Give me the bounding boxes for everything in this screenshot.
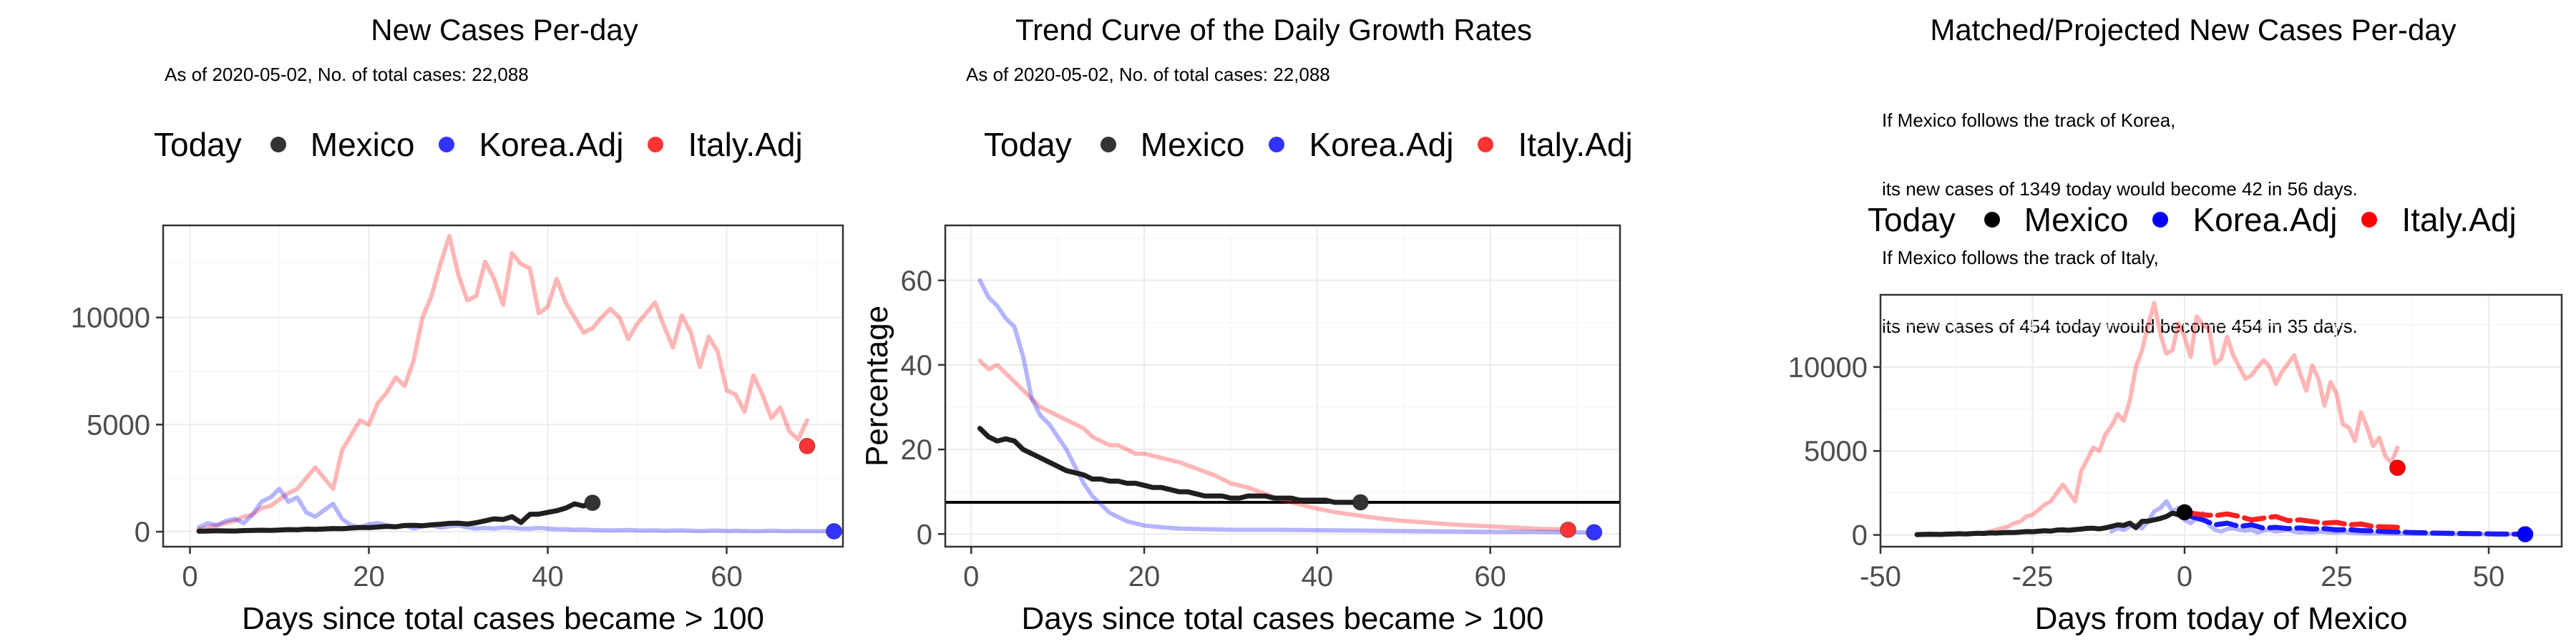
legend-label: Italy.Adj (688, 126, 803, 163)
chart-title: New Cases Per-day (371, 13, 638, 47)
series-line-italy (2188, 510, 2400, 530)
series-line-mexico (977, 426, 1363, 505)
subtitle-line: its new cases of 1349 today would become… (1882, 178, 2358, 200)
chart-subtitle: As of 2020-05-02, No. of total cases: 22… (165, 64, 529, 85)
chart-title: Trend Curve of the Daily Growth Rates (1015, 13, 1533, 47)
legend-dot-icon (270, 137, 286, 152)
legend: Today Mexico Korea.Adj Italy.Adj (154, 125, 827, 164)
x-tick-label: -50 (1860, 561, 1901, 592)
x-tick-label: 20 (353, 561, 385, 592)
x-tick-label: -25 (2012, 561, 2054, 592)
legend-item-mexico: Mexico (1100, 125, 1245, 164)
today-point-mexico (584, 494, 601, 512)
legend-label: Korea.Adj (479, 126, 624, 163)
plot-frame (162, 224, 844, 548)
y-tick-label: 60 (901, 265, 933, 297)
legend-item-italy: Italy.Adj (2361, 200, 2517, 239)
plot-frame (1879, 293, 2563, 548)
legend-dot-icon (1984, 212, 2000, 228)
x-tick-label: 50 (2473, 561, 2505, 592)
legend: Today Mexico Korea.Adj Italy.Adj (984, 125, 1657, 164)
legend-title: Today (1868, 201, 1956, 238)
legend-title: Today (154, 126, 242, 163)
series-line-mexico (1914, 509, 2187, 537)
y-tick-label: 0 (917, 519, 932, 550)
subtitle-line: If Mexico follows the track of Italy, (1882, 247, 2159, 268)
plot-growth-rates: 0 20 40 60 0 20 40 60 Days since total cases bec… (859, 224, 1621, 636)
legend: Today Mexico Korea.Adj Italy.Adj (1868, 200, 2541, 239)
legend-label: Korea.Adj (2192, 201, 2338, 238)
legend-item-korea: Korea.Adj (439, 125, 623, 164)
legend-dot-icon (439, 137, 455, 152)
x-tick-label: 0 (963, 561, 979, 592)
today-point-mexico (1352, 494, 1369, 511)
panel-new-cases: New Cases Per-day As of 2020-05-02, No. … (0, 0, 859, 644)
y-tick-label: 10000 (1788, 352, 1868, 384)
legend-dot-icon (648, 137, 664, 152)
y-tick-label: 5000 (1804, 436, 1868, 467)
today-point-italy (2389, 459, 2406, 477)
x-tick-label: 60 (1474, 561, 1506, 592)
y-tick-label: 0 (1852, 520, 1868, 552)
today-point-mexico (2176, 504, 2193, 521)
series-line-italy (977, 358, 1571, 532)
x-tick-label: 40 (1302, 561, 1334, 592)
x-tick-label: 20 (1128, 561, 1161, 592)
series-line-korea (197, 487, 836, 534)
legend-item-italy: Italy.Adj (1478, 125, 1633, 164)
legend-item-mexico: Mexico (1984, 200, 2129, 239)
panel-projected: Matched/Projected New Cases Per-day If M… (1717, 0, 2576, 644)
today-point-korea (826, 522, 842, 540)
series-line-korea (2188, 514, 2528, 537)
y-axis-label: Percentage (859, 306, 894, 467)
legend-dot-icon (2361, 212, 2378, 228)
subtitle-line: its new cases of 454 today would become … (1882, 316, 2358, 337)
plot-new-cases: 0 20 40 60 0 5000 10000 Days since total cases … (71, 224, 844, 636)
series-line-korea (977, 278, 1596, 535)
legend-dot-icon (1269, 137, 1285, 152)
legend-item-korea: Korea.Adj (1269, 125, 1453, 164)
series-line-mexico (196, 500, 595, 534)
legend-label: Italy.Adj (1518, 126, 1633, 163)
plot-frame (944, 224, 1621, 548)
legend-dot-icon (1100, 137, 1116, 152)
x-tick-label: 0 (182, 561, 197, 592)
legend-label: Mexico (310, 126, 415, 163)
subtitle-line: If Mexico follows the track of Korea, (1882, 109, 2176, 131)
y-tick-label: 10000 (71, 303, 150, 334)
chart-subtitle: If Mexico follows the track of Korea, it… (1882, 63, 2358, 384)
legend-dot-icon (1478, 137, 1494, 152)
y-tick-label: 0 (135, 517, 150, 548)
x-tick-label: 40 (532, 561, 564, 592)
legend-label: Italy.Adj (2401, 201, 2517, 238)
x-axis-label: Days since total cases became > 100 (1021, 601, 1543, 636)
y-tick-label: 5000 (87, 409, 150, 441)
legend-label: Mexico (2024, 201, 2129, 238)
plot-projected: -50 -25 0 25 50 0 5000 10000 Days from today of … (1788, 293, 2563, 636)
today-point-korea (1586, 524, 1603, 541)
legend-title: Today (984, 126, 1072, 163)
panel-growth-rates: Trend Curve of the Daily Growth Rates As… (859, 0, 1717, 644)
y-tick-label: 40 (901, 350, 933, 381)
series-line-italy (197, 234, 809, 532)
x-axis-label: Days since total cases became > 100 (242, 601, 764, 636)
legend-label: Korea.Adj (1309, 126, 1454, 163)
chart-title: Matched/Projected New Cases Per-day (1930, 13, 2457, 47)
today-point-korea (2517, 526, 2534, 543)
legend-label: Mexico (1140, 126, 1245, 163)
x-tick-label: 60 (711, 561, 743, 592)
legend-item-mexico: Mexico (270, 125, 415, 164)
today-point-italy (1559, 521, 1576, 538)
x-tick-label: 0 (2177, 561, 2192, 592)
x-tick-label: 25 (2321, 561, 2353, 592)
series-line-italy (1981, 301, 2400, 536)
today-point-italy (799, 437, 816, 454)
legend-dot-icon (2152, 212, 2169, 228)
y-tick-label: 20 (901, 434, 933, 466)
x-axis-label: Days from today of Mexico (2035, 601, 2408, 636)
legend-item-korea: Korea.Adj (2152, 200, 2337, 239)
legend-item-italy: Italy.Adj (648, 125, 803, 164)
chart-subtitle: As of 2020-05-02, No. of total cases: 22… (966, 64, 1330, 85)
